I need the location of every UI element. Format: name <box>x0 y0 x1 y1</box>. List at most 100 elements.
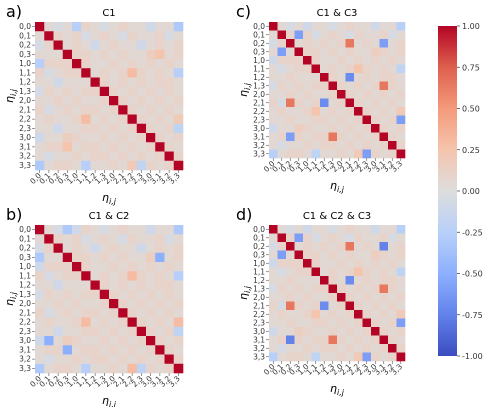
heatmap-cell <box>127 289 138 300</box>
heatmap-cell <box>109 151 119 162</box>
heatmap-cell <box>379 233 389 243</box>
heatmap-cell <box>277 318 287 328</box>
heatmap-cell <box>294 98 304 108</box>
heatmap-cell <box>303 90 312 99</box>
heatmap-cell <box>277 39 287 48</box>
heatmap-cell <box>277 344 287 353</box>
heatmap-cell <box>345 47 355 57</box>
heatmap-cell <box>53 114 64 125</box>
heatmap-cell <box>173 59 184 69</box>
y-tick-label: 2,3 <box>253 318 265 327</box>
heatmap-cell <box>371 327 380 336</box>
heatmap-cell <box>173 354 184 365</box>
heatmap-cell <box>118 49 128 60</box>
heatmap-cell <box>269 73 278 82</box>
heatmap-cell <box>286 276 295 285</box>
heatmap-cell <box>396 73 406 82</box>
heatmap-cell <box>99 142 110 152</box>
heatmap-cell <box>99 280 110 291</box>
panel-title: C1 & C2 & C3 <box>303 211 371 222</box>
y-axis-label: ηi,j <box>3 291 18 306</box>
heatmap-cell <box>62 68 73 78</box>
heatmap-cell <box>90 363 101 374</box>
heatmap-cell <box>118 59 128 69</box>
heatmap-cell <box>164 326 175 337</box>
heatmap-cell <box>354 107 363 116</box>
heatmap-cell <box>44 105 54 115</box>
heatmap-cell <box>396 141 406 150</box>
heatmap-panel-0: a) C1 0,00,10,20,31,01,11,21,32,02,12,22,3… <box>3 2 184 206</box>
heatmap-cell <box>118 40 128 51</box>
heatmap-cell <box>81 354 91 365</box>
heatmap-cell <box>109 225 119 235</box>
heatmap-cell <box>286 56 295 65</box>
heatmap-cell <box>362 352 372 362</box>
heatmap-cell <box>53 151 64 162</box>
heatmap-cell <box>269 352 278 362</box>
heatmap-cell <box>155 363 165 374</box>
heatmap-cell <box>53 68 64 78</box>
heatmap-cell <box>303 344 312 353</box>
heatmap-cell <box>136 142 147 152</box>
heatmap-cell <box>320 318 329 328</box>
heatmap-cell <box>53 225 64 235</box>
heatmap-cell <box>277 352 287 362</box>
heatmap-cell <box>146 160 156 171</box>
heatmap-cell <box>328 81 338 91</box>
colorbar-tick-label: 0.00 <box>462 187 480 196</box>
heatmap-cell <box>303 98 312 108</box>
heatmap-cell <box>362 242 372 251</box>
heatmap-cell <box>269 318 278 328</box>
heatmap-cell <box>286 39 295 48</box>
heatmap-cell <box>388 73 397 82</box>
heatmap-cell <box>62 22 73 32</box>
heatmap-cell <box>396 22 406 31</box>
heatmap-cell <box>127 96 138 106</box>
heatmap-cell <box>173 22 184 32</box>
panel-title: C1 <box>102 8 115 19</box>
y-tick-label: 0,3 <box>19 253 31 262</box>
y-tick-label: 1,2 <box>253 73 265 82</box>
heatmap-cell <box>337 335 346 345</box>
heatmap-cell <box>136 133 147 143</box>
y-tick-label: 2,3 <box>19 327 31 336</box>
heatmap-cell <box>72 299 82 309</box>
heatmap-cell <box>311 352 321 362</box>
heatmap-cell <box>81 31 91 41</box>
heatmap-cell <box>81 22 91 32</box>
colorbar-tick-label: -1.00 <box>462 352 483 361</box>
heatmap-cell <box>303 327 312 336</box>
heatmap-cell <box>44 345 54 355</box>
heatmap-cell <box>173 49 184 60</box>
heatmap-cell <box>146 317 156 328</box>
heatmap-cell <box>136 363 147 374</box>
heatmap-cell <box>127 308 138 318</box>
heatmap-cell <box>362 64 372 74</box>
heatmap-cell <box>173 40 184 51</box>
heatmap-cell <box>269 293 278 302</box>
heatmap-cell <box>90 326 101 337</box>
heatmap-cell <box>72 105 82 115</box>
heatmap-cell <box>146 31 156 41</box>
heatmap-cell <box>72 114 82 125</box>
heatmap-cell <box>328 335 338 345</box>
heatmap-cell <box>371 107 380 116</box>
heatmap-cell <box>294 301 304 311</box>
heatmap-cell <box>72 225 82 235</box>
heatmap-cell <box>277 301 287 311</box>
y-tick-label: 2,2 <box>253 310 265 319</box>
heatmap-cell <box>354 259 363 268</box>
heatmap-cell <box>328 90 338 99</box>
colorbar-tick-label: 0.75 <box>462 63 480 72</box>
heatmap-cell <box>155 123 165 134</box>
heatmap-cell <box>311 124 321 133</box>
heatmap-cell <box>362 318 372 328</box>
heatmap-cell <box>173 68 184 78</box>
y-tick-label: 1,1 <box>19 271 31 280</box>
heatmap-cell <box>136 22 147 32</box>
heatmap-cell <box>136 271 147 281</box>
heatmap-cell <box>72 96 82 106</box>
heatmap-cell <box>72 354 82 365</box>
heatmap-cell <box>388 276 397 285</box>
heatmap-cell <box>328 327 338 336</box>
